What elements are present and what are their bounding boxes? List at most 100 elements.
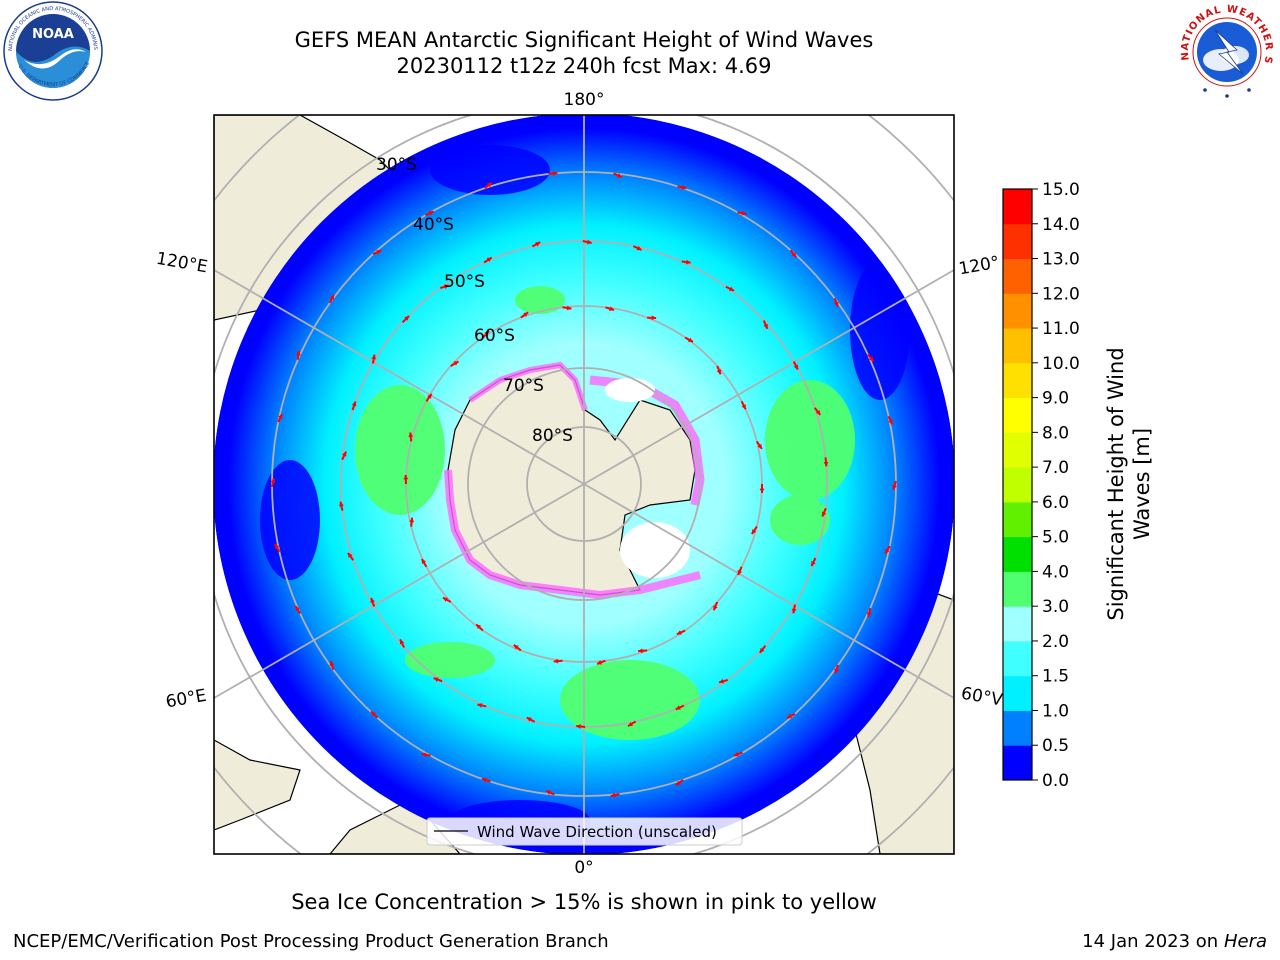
wind-arrow-head [552,171,558,176]
wind-arrow-head [409,517,415,523]
colorbar-segment [1003,328,1032,364]
wind-arrow-head [651,315,657,321]
wind-arrow-head [486,182,492,188]
colorbar-tick-label: 3.0 [1042,597,1069,617]
colorbar-label: Significant Height of Wind Waves [m] [1104,347,1154,620]
colorbar-tick-label: 15.0 [1042,180,1080,200]
wind-arrow-head [713,605,718,611]
colorbar-segment [1003,397,1032,433]
wind-arrows [270,171,897,798]
wind-arrow-head [270,478,276,483]
wind-arrow-head [295,605,300,611]
wind-arrow-head [481,777,487,783]
colorbar-segment [1003,606,1032,642]
latitude-labels: 30°S 40°S 50°S 60°S 70°S 80°S [376,155,573,446]
lon-label-0: 0° [574,858,593,878]
colorbar-tick-label: 9.0 [1042,389,1069,409]
colorbar-tick-label: 12.0 [1042,284,1080,304]
wind-arrow-head [476,624,482,630]
colorbar-tick-label: 7.0 [1042,458,1069,478]
wind-arrow-head [834,668,839,674]
wind-arrow-head [834,301,839,307]
colorbar-tick-label: 6.0 [1042,493,1069,513]
wind-arrow-head [716,369,722,375]
wind-arrow-head [675,705,681,710]
wind-arrow-head [278,413,283,419]
wind-arrow-head [811,561,816,567]
wind-arrow-head [427,393,432,399]
wind-arrow-head [274,543,280,549]
wind-arrow-head [339,501,344,507]
wind-arrow-head [868,356,874,362]
colorbar-tick-label: 1.0 [1042,701,1069,721]
noaa-logo-icon: NOAA NATIONAL OCEANIC AND ATMOSPHERIC AD… [2,0,103,101]
wind-arrow-head [734,751,739,757]
wind-arrow-head [676,630,682,635]
wind-arrow-head [597,660,603,665]
wind-arrow-head [751,529,757,535]
wind-arrow-head [376,250,382,255]
wind-arrow-head [741,210,747,216]
lon-label-120w: 120° [957,253,1001,280]
wind-arrow-head [296,350,301,356]
colorbar-segment [1003,293,1032,329]
wind-arrow-head [681,185,687,190]
colorbar-tick-label: 8.0 [1042,423,1069,443]
wind-arrow-head [546,790,552,795]
colorbar-label-line1: Significant Height of Wind [1104,347,1128,620]
lon-label-60e: 60°E [164,686,208,713]
colorbar-tick-label: 0.5 [1042,736,1069,756]
colorbar-segment [1003,640,1032,677]
colorbar-segment [1003,536,1032,572]
wind-arrow-head [486,257,492,262]
colorbar-segment [1003,745,1032,781]
wind-arrow-head [610,792,616,798]
wind-arrow-head [793,364,799,370]
wind-arrow-head [638,648,643,654]
colorbar-tick-label: 0.0 [1042,771,1069,791]
svg-text:NOAA: NOAA [32,27,74,42]
lon-label-120e: 120°E [155,249,209,278]
chart-title: GEFS MEAN Antarctic Significant Height o… [294,28,874,52]
wind-arrow-head [329,661,335,667]
wind-arrow-head [823,461,829,467]
wind-arrow-head [686,259,691,265]
nws-logo-icon: NATIONAL WEATHER SERVICE [1175,0,1277,102]
lat-label-60s: 60°S [474,326,515,346]
wind-arrow-head [675,780,681,786]
wind-arrow-head [757,443,762,449]
wind-arrow-head [609,306,615,311]
wind-arrow-head [688,337,694,342]
wind-arrow-head [741,404,746,410]
wind-arrow-head [576,724,581,729]
colorbar-segment [1003,571,1032,607]
wind-arrow-head [815,409,821,415]
lat-label-40s: 40°S [413,215,454,235]
wind-arrow-head [553,658,559,664]
colorbar-tick-label: 13.0 [1042,250,1080,270]
colorbar-segment [1003,710,1032,746]
lat-label-70s: 70°S [503,376,544,396]
wind-arrow-head [329,294,335,300]
wind-arrow-head [586,239,592,245]
wind-arrow-head [866,612,872,617]
footer-date-text: 14 Jan 2023 on [1082,931,1224,952]
map-frame [213,114,955,855]
wind-arrow-head [351,401,357,407]
chart-subtitle: 20230112 t12z 240h fcst Max: 4.69 [396,54,772,78]
wind-arrow-head [523,312,529,317]
colorbar-segment [1003,501,1032,538]
colorbar-tick-label: 5.0 [1042,528,1069,548]
wind-arrow-head [513,644,519,650]
footer-host: Hera [1223,931,1267,952]
wind-arrow-head [628,721,633,727]
colorbar-tick-label: 10.0 [1042,354,1080,374]
footer-date: 14 Jan 2023 on Hera [1082,931,1267,952]
wind-arrow-head [892,484,897,490]
wind-arrow-head [477,703,483,708]
wind-arrow-head [535,242,541,247]
colorbar-segment [1003,258,1032,294]
wind-arrow-head [821,511,827,517]
colorbar-tick-label: 2.0 [1042,632,1069,652]
sea-ice-note: Sea Ice Concentration > 15% is shown in … [291,890,877,914]
